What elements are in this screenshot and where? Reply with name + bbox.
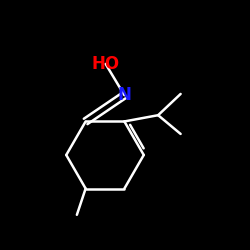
Text: N: N: [118, 86, 131, 104]
Text: HO: HO: [92, 55, 120, 73]
